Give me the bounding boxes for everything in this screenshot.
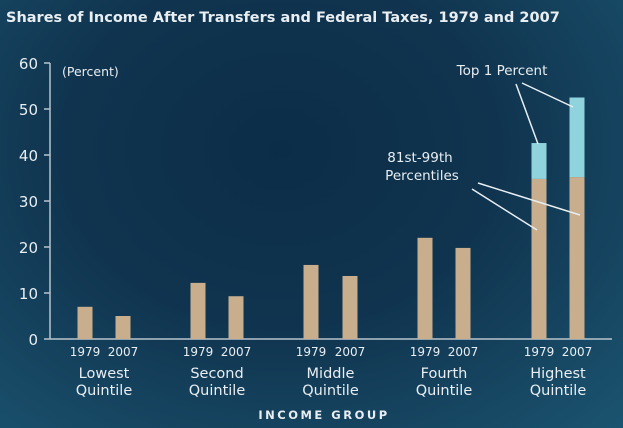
bar-top1-2007 <box>569 97 585 178</box>
annotation-top1: Top 1 Percent <box>456 63 548 79</box>
leader-top1-1979 <box>515 83 539 145</box>
year-label: 2007 <box>221 345 252 359</box>
group-label: Middle <box>307 366 355 382</box>
group-label: Fourth <box>421 366 468 382</box>
y-tick-label: 20 <box>19 239 38 257</box>
group-label: Second <box>190 366 243 382</box>
year-label: 2007 <box>448 345 479 359</box>
y-tick-label: 10 <box>19 285 38 303</box>
bar-1-1979 <box>77 306 93 339</box>
year-label: 1979 <box>70 345 101 359</box>
group-label: Lowest <box>79 366 130 382</box>
group-label: Quintile <box>416 383 473 399</box>
bar-2-2007 <box>228 296 244 339</box>
bar-4-1979 <box>417 237 433 339</box>
year-label: 1979 <box>296 345 327 359</box>
year-label: 1979 <box>524 345 555 359</box>
year-label: 1979 <box>410 345 441 359</box>
bar-2-1979 <box>190 282 206 339</box>
group-label: Quintile <box>302 383 359 399</box>
x-axis-label: INCOME GROUP <box>258 408 389 422</box>
bar-81-99-1979 <box>531 178 547 339</box>
annotation-81-99-line2: Percentiles <box>385 168 459 184</box>
year-label: 1979 <box>183 345 214 359</box>
y-tick-label: 30 <box>19 193 38 211</box>
bar-3-2007 <box>342 275 358 339</box>
leader-81-99-1979 <box>471 188 538 231</box>
bar-81-99-2007 <box>569 177 585 339</box>
y-tick-label: 0 <box>28 331 38 349</box>
y-tick-label: 60 <box>19 55 38 73</box>
leader-top1-2007 <box>521 82 574 108</box>
year-label: 2007 <box>108 345 139 359</box>
chart-title: Shares of Income After Transfers and Fed… <box>6 10 560 26</box>
bar-1-2007 <box>115 316 131 339</box>
leader-81-99-2007 <box>477 182 581 216</box>
y-tick-label: 50 <box>19 101 38 119</box>
annotation-81-99-line1: 81st-99th <box>387 150 452 166</box>
bar-4-2007 <box>455 247 471 339</box>
group-label: Quintile <box>189 383 246 399</box>
group-label: Quintile <box>76 383 133 399</box>
y-tick-label: 40 <box>19 147 38 165</box>
y-axis-label: (Percent) <box>62 64 119 79</box>
year-label: 2007 <box>562 345 593 359</box>
bar-top1-1979 <box>531 143 547 179</box>
group-label: Quintile <box>530 383 587 399</box>
group-label: Highest <box>530 366 586 382</box>
bar-3-1979 <box>303 264 319 339</box>
year-label: 2007 <box>335 345 366 359</box>
